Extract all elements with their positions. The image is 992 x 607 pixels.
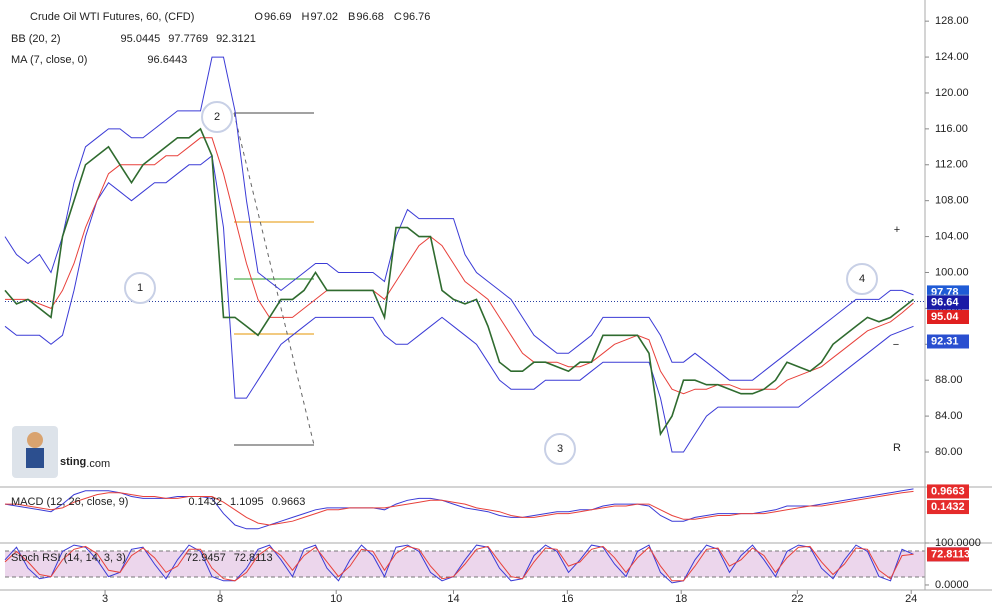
price-tag-label: 0.9663: [931, 485, 965, 497]
legend-text: 96.6443: [147, 54, 187, 66]
price-tag: [927, 547, 969, 562]
price-tag-label: 92.31: [931, 335, 959, 347]
price-tag: [927, 500, 969, 515]
logo: [12, 426, 58, 478]
price-tag-label: 0.1432: [931, 501, 965, 513]
legend-text: 0.1432: [188, 496, 222, 508]
annotation: +: [894, 224, 900, 236]
y-tick-label: 128.00: [935, 15, 969, 27]
x-tick-label: 8: [217, 593, 223, 605]
legend-text: 92.3121: [216, 33, 256, 45]
y-tick-label: 108.00: [935, 195, 969, 207]
legend-text: BB (20, 2): [11, 33, 61, 45]
annotation-circle: [846, 263, 878, 295]
x-tick-label: 16: [561, 593, 573, 605]
legend-text: 72.9457: [186, 552, 226, 564]
price-tag: [927, 334, 969, 349]
series-line: [4, 56, 914, 381]
y-tick-label: 88.00: [935, 374, 963, 386]
legend-text: 96.69: [264, 11, 292, 23]
annotation-circle: [544, 433, 576, 465]
x-tick-label: 22: [791, 593, 803, 605]
series-line: [4, 488, 914, 530]
legend-text: 95.0445: [121, 33, 161, 45]
logo-text: sting: [60, 456, 86, 468]
y-tick-label: 80.00: [935, 446, 963, 458]
legend-text: O: [254, 11, 263, 23]
x-tick-label: 3: [102, 593, 108, 605]
legend-text: 97.02: [310, 11, 338, 23]
legend-text: 96.68: [356, 11, 384, 23]
series-line: [5, 490, 914, 526]
logo-suffix: .com: [86, 458, 110, 470]
series-line: [4, 545, 914, 582]
y-tick-label: 112.00: [935, 159, 968, 171]
annotation: 1: [137, 282, 143, 294]
legend-text: H: [302, 11, 310, 23]
legend-text: C: [394, 11, 402, 23]
legend-text: 0.9663: [272, 496, 306, 508]
legend-text: B: [348, 11, 355, 23]
y-tick-label: 0.0000: [935, 579, 969, 591]
legend-text: Stoch RSI (14, 14, 3, 3): [11, 552, 126, 564]
x-tick-label: 14: [447, 593, 459, 605]
y-tick-label: 124.00: [935, 51, 969, 63]
annotation: −: [893, 339, 899, 351]
legend-text: Crude Oil WTI Futures, 60, (CFD): [30, 11, 194, 23]
y-tick-label: 100.00: [935, 266, 969, 278]
legend-text: MA (7, close, 0): [11, 54, 87, 66]
price-tag-label: 96.64: [931, 297, 959, 309]
price-tag-label: 95.04: [931, 311, 959, 323]
y-tick-label: 116.00: [935, 123, 968, 135]
series-line: [4, 544, 914, 584]
annotation: 2: [214, 111, 220, 123]
y-tick-label: 100.0000: [935, 537, 981, 549]
y-tick-label: 104.00: [935, 230, 969, 242]
x-tick-label: 24: [905, 593, 917, 605]
price-tag: [927, 309, 969, 324]
price-tag: [927, 484, 969, 499]
y-tick-label: 120.00: [935, 87, 969, 99]
price-tag: [927, 295, 969, 310]
y-tick-label: 84.00: [935, 410, 963, 422]
price-tag-label: 72.8113: [931, 548, 970, 560]
legend-text: 97.7769: [168, 33, 208, 45]
legend-text: 72.8113: [234, 552, 273, 564]
annotation: 4: [859, 273, 865, 285]
annotation: 3: [557, 443, 563, 455]
legend-text: 1.1095: [230, 496, 264, 508]
series-line: [4, 127, 914, 437]
fib-drawing: [233, 112, 315, 446]
annotation: R: [893, 442, 901, 454]
legend-text: 96.76: [403, 11, 431, 23]
x-tick-label: 18: [675, 593, 687, 605]
annotation-circle: [201, 101, 233, 133]
series-line: [4, 154, 914, 453]
x-tick-label: 10: [330, 593, 342, 605]
legend-text: MACD (12, 26, close, 9): [11, 496, 128, 508]
annotation-circle: [124, 272, 156, 304]
